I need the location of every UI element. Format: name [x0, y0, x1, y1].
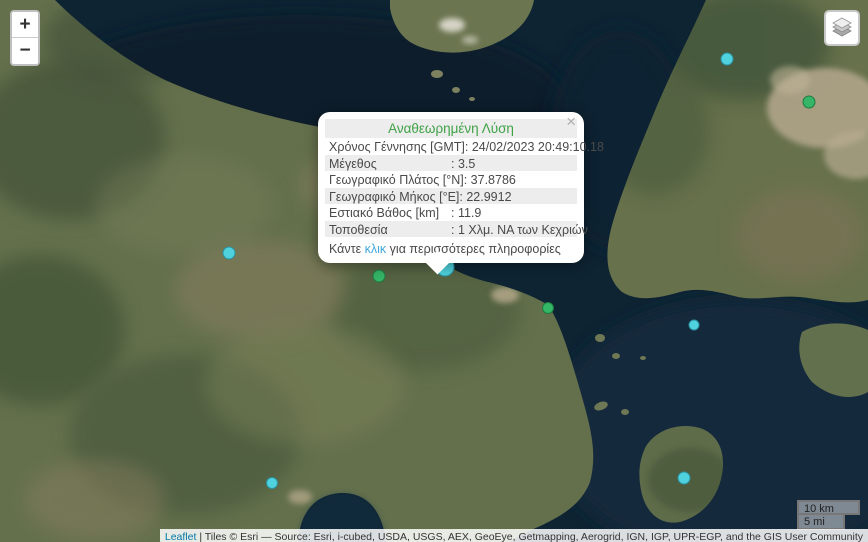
popup-row: Γεωγραφικό Μήκος [°E] : 22.9912 — [325, 187, 577, 204]
scale-km: 10 km — [797, 500, 860, 515]
earthquake-popup: × Αναθεωρημένη Λύση Χρόνος Γέννησης [GMT… — [318, 112, 604, 275]
layers-control[interactable] — [824, 10, 860, 46]
footer-text-post: για περισσότερες πληροφορίες — [386, 242, 561, 256]
attribution-separator: | — [196, 531, 205, 542]
earthquake-marker[interactable] — [677, 471, 691, 485]
popup-title: Αναθεωρημένη Λύση — [325, 119, 577, 138]
popup-footer: Κάντε κλικ για περισσότερες πληροφορίες — [325, 237, 577, 259]
layers-icon — [832, 17, 852, 37]
popup-row: Εστιακό Βάθος [km] : 11.9 — [325, 204, 577, 221]
attribution: Leaflet | Tiles © Esri — Source: Esri, i… — [159, 529, 868, 542]
scale-control: 10 km 5 mi — [797, 500, 860, 530]
earthquake-marker[interactable] — [266, 477, 278, 489]
popup-row: Τοποθεσία : 1 Χλμ. ΝΑ των Κεχριών — [325, 220, 588, 237]
earthquake-marker[interactable] — [720, 52, 734, 66]
attribution-text: Tiles © Esri — Source: Esri, i-cubed, US… — [204, 531, 863, 542]
popup-row: Γεωγραφικό Πλάτος [°N] : 37.8786 — [325, 171, 577, 188]
zoom-out-button[interactable]: − — [12, 38, 38, 64]
popup-row-value: : 22.9912 — [459, 189, 512, 204]
popup-rows: Χρόνος Γέννησης [GMT] : 24/02/2023 20:49… — [325, 138, 604, 237]
popup-row-label: Γεωγραφικό Μήκος [°E] — [329, 189, 460, 204]
footer-text-pre: Κάντε — [329, 242, 365, 256]
popup-row: Χρόνος Γέννησης [GMT] : 24/02/2023 20:49… — [325, 138, 604, 155]
popup-row-label: Μέγεθος — [329, 156, 377, 171]
popup-row-value: : 1 Χλμ. ΝΑ των Κεχριών — [451, 222, 588, 237]
popup-row-value: : 24/02/2023 20:49:10.18 — [464, 140, 604, 154]
more-info-link[interactable]: κλικ — [364, 242, 387, 256]
leaflet-link[interactable]: Leaflet — [164, 531, 197, 542]
popup-close-button[interactable]: × — [566, 112, 576, 131]
popup-row-value: : 3.5 — [451, 156, 476, 171]
earthquake-marker[interactable] — [688, 319, 700, 331]
popup-row-value: : 37.8786 — [463, 173, 516, 187]
earthquake-marker[interactable] — [222, 246, 236, 260]
popup-row-label: Γεωγραφικό Πλάτος [°N] — [329, 173, 464, 187]
earthquake-marker[interactable] — [372, 269, 386, 283]
popup-row-label: Χρόνος Γέννησης [GMT] — [329, 140, 465, 154]
popup-row-label: Τοποθεσία — [329, 222, 388, 237]
zoom-in-button[interactable]: + — [12, 12, 38, 38]
scale-mi: 5 mi — [797, 515, 845, 530]
zoom-control: + − — [10, 10, 40, 66]
popup-row-label: Εστιακό Βάθος [km] — [329, 206, 440, 220]
earthquake-marker[interactable] — [542, 302, 554, 314]
popup-row: Μέγεθος : 3.5 — [325, 154, 577, 171]
earthquake-marker[interactable] — [802, 95, 816, 109]
popup-row-value: : 11.9 — [451, 206, 482, 220]
